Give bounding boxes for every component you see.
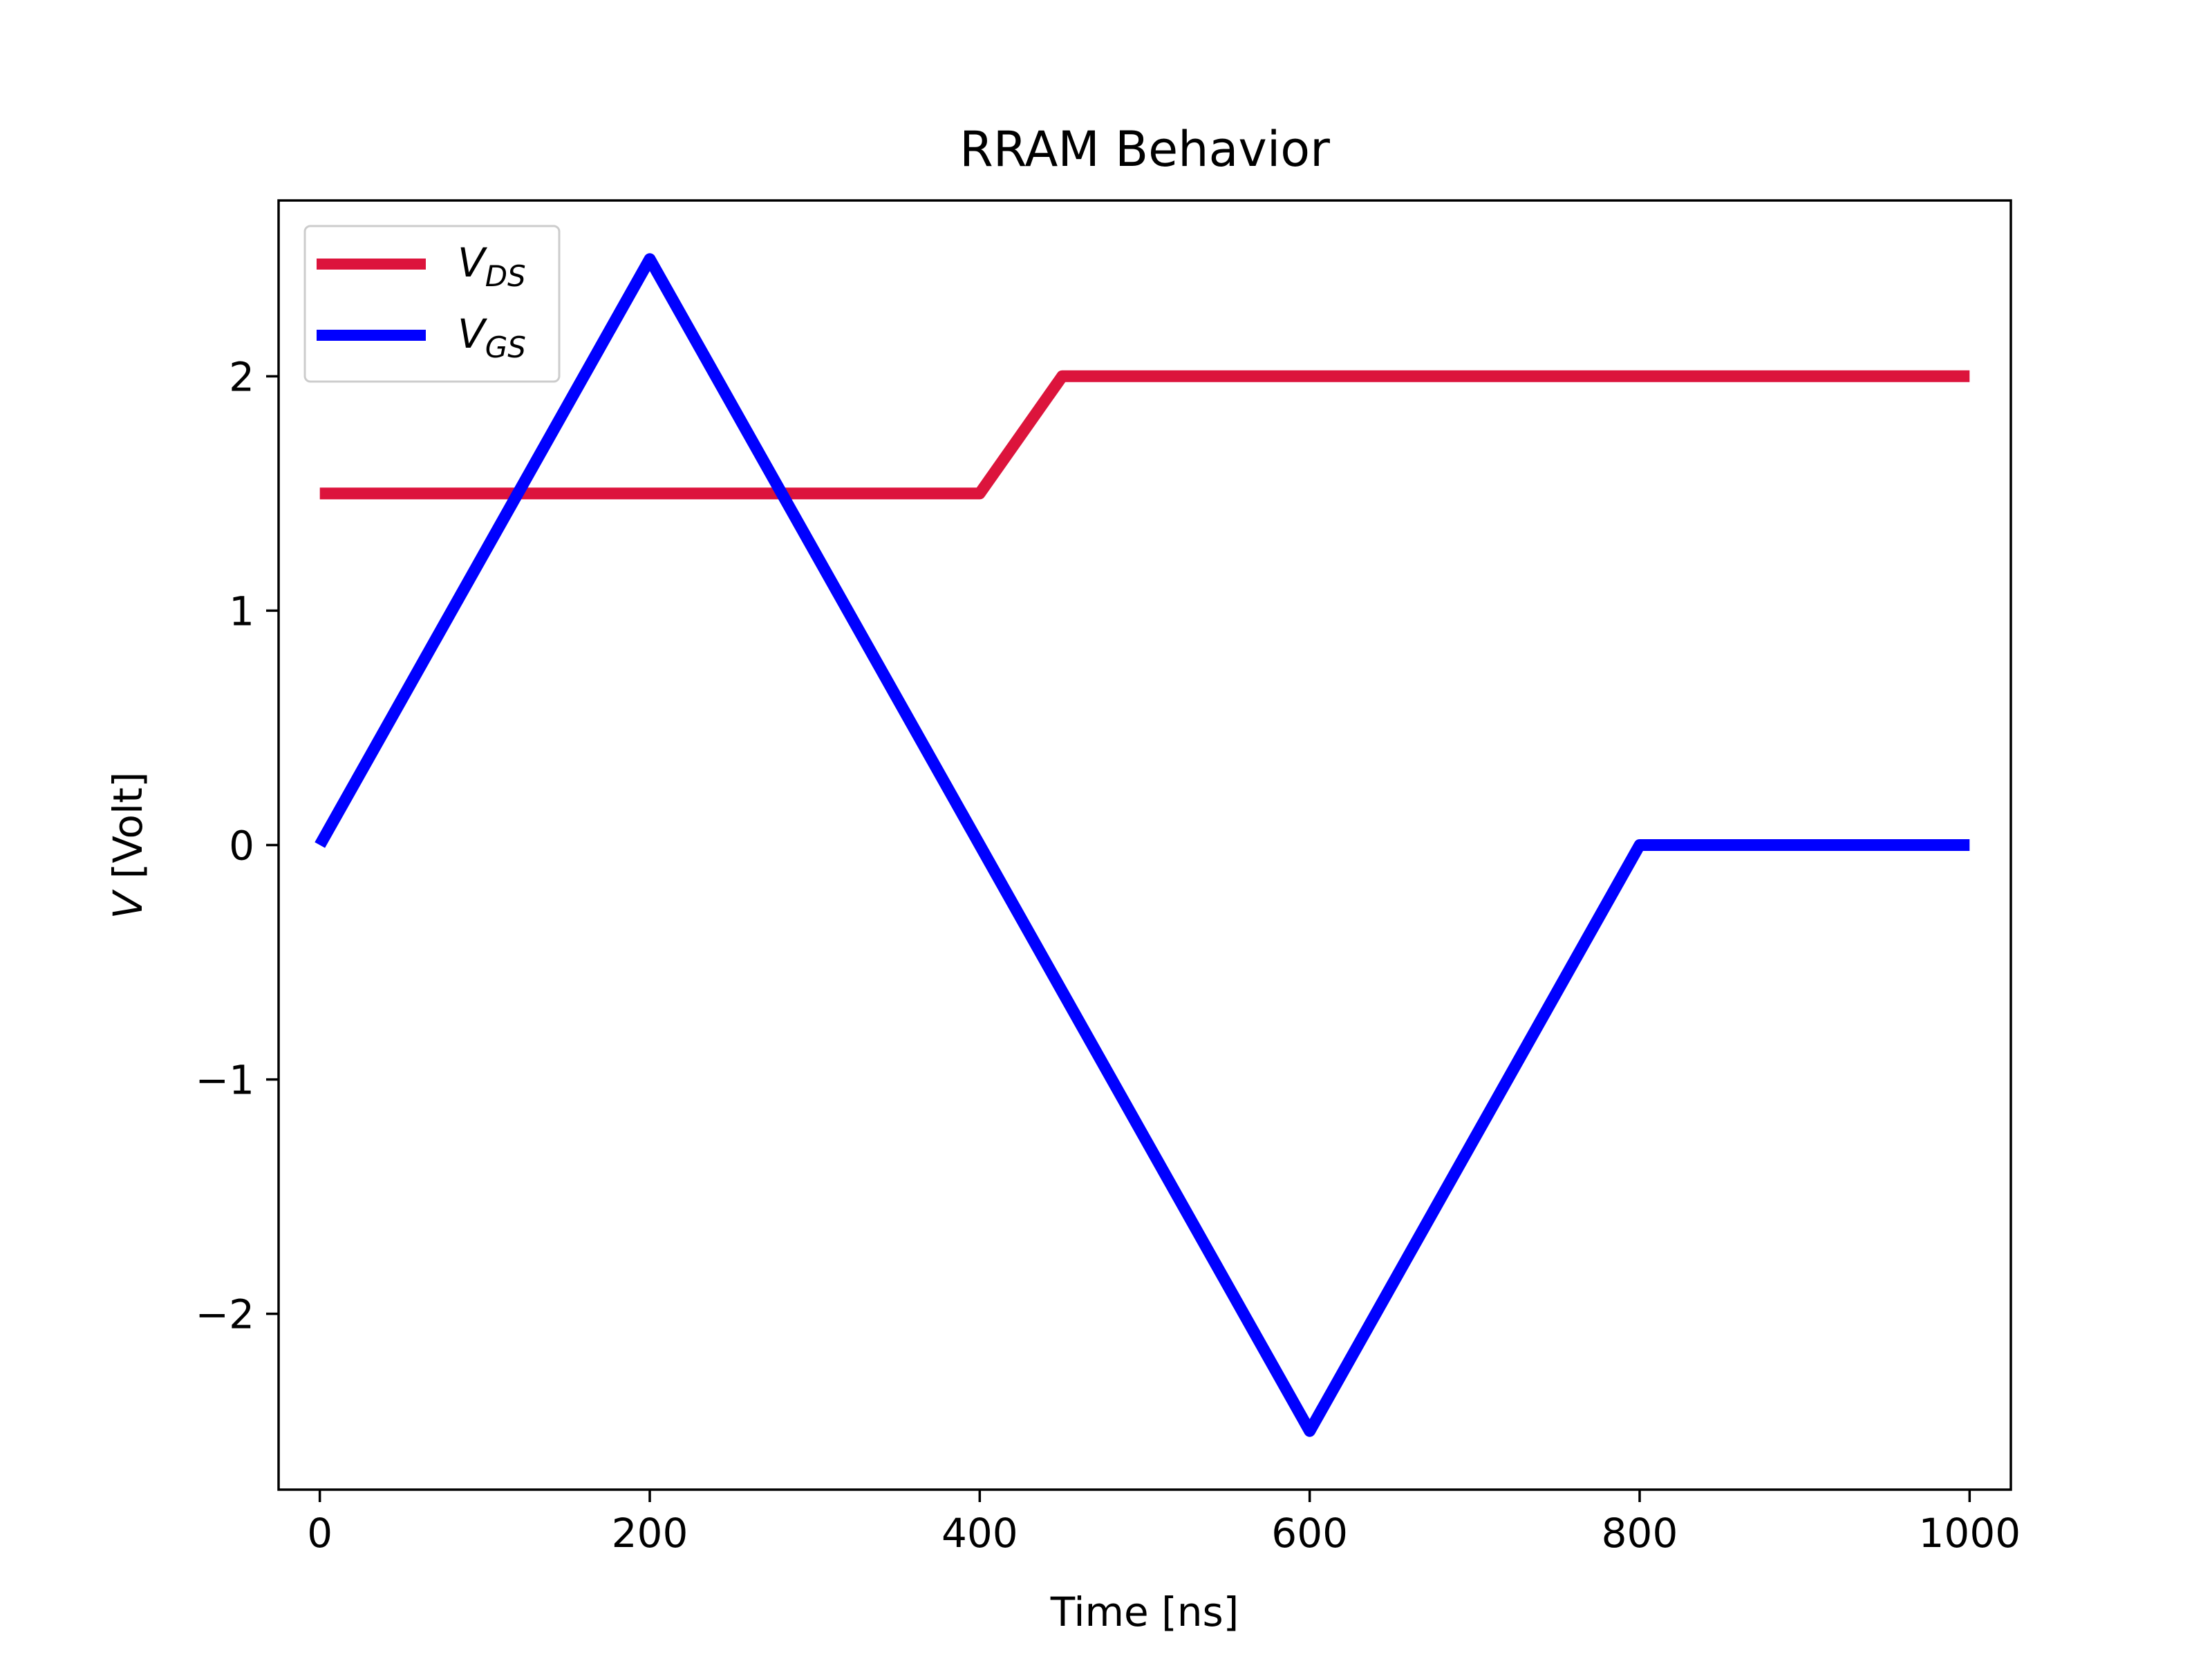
x-axis-ticks: 0 200 400 600 800 1000 bbox=[307, 1490, 2021, 1557]
y-axis-label-var: V bbox=[104, 888, 151, 919]
series-line-vds bbox=[319, 370, 1970, 500]
x-tick-label: 0 bbox=[307, 1510, 332, 1557]
legend-label-vgs: VGS bbox=[458, 310, 526, 364]
x-axis-label: Time [ns] bbox=[1050, 1588, 1239, 1635]
y-axis-label-unit: [Volt] bbox=[104, 772, 151, 892]
y-tick-label: 2 bbox=[229, 353, 254, 400]
x-tick-label: 1000 bbox=[1919, 1510, 2021, 1557]
legend-label-vgs-main: V bbox=[458, 310, 488, 357]
legend-label-vds-main: V bbox=[458, 239, 488, 286]
series-layer bbox=[315, 253, 1970, 1437]
y-axis-ticks: −2 −1 0 1 2 bbox=[196, 353, 279, 1338]
chart-title: RRAM Behavior bbox=[959, 121, 1330, 178]
legend: VDS VGS bbox=[303, 225, 561, 383]
y-tick-label: 0 bbox=[229, 823, 254, 870]
y-tick-label: −2 bbox=[196, 1291, 255, 1338]
x-tick-label: 400 bbox=[941, 1510, 1018, 1557]
y-tick-label: 1 bbox=[229, 588, 254, 635]
series-line-vgs bbox=[315, 253, 1970, 1437]
legend-label-vgs-sub: GS bbox=[485, 330, 526, 364]
x-tick-label: 600 bbox=[1271, 1510, 1348, 1557]
y-axis-label: V [Volt] bbox=[104, 772, 151, 919]
legend-label-vds-sub: DS bbox=[485, 259, 526, 293]
plot-frame bbox=[277, 199, 2012, 1491]
y-tick-label: −1 bbox=[196, 1057, 255, 1104]
x-tick-label: 800 bbox=[1602, 1510, 1678, 1557]
x-tick-label: 200 bbox=[612, 1510, 688, 1557]
legend-label-vds: VDS bbox=[458, 239, 526, 293]
